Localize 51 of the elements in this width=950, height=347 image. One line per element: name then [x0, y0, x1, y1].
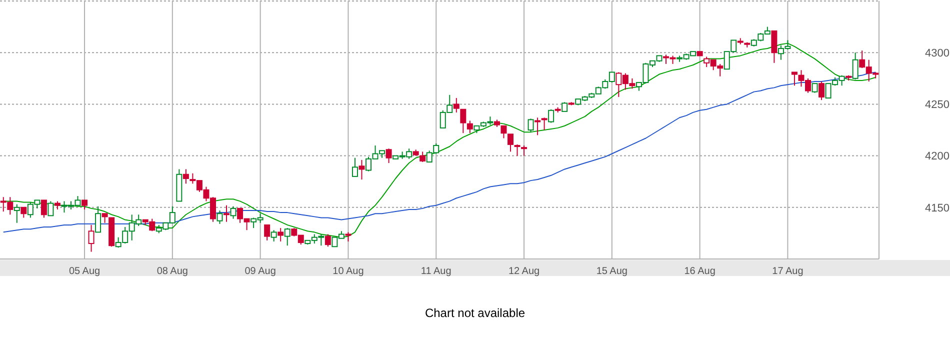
candlestick [278, 228, 284, 242]
candlestick [20, 206, 27, 218]
candlestick [358, 159, 365, 180]
candlestick [514, 144, 520, 156]
candlestick [264, 224, 270, 241]
y-tick-label: 4150 [925, 202, 950, 214]
candlestick [182, 168, 189, 184]
candlestick [224, 204, 230, 222]
candlestick [102, 213, 108, 224]
candlestick [466, 120, 473, 134]
text: Chart not available [424, 306, 526, 320]
candlestick [48, 200, 54, 216]
candlestick [345, 232, 352, 242]
x-tick-label: 16 Aug [684, 266, 716, 278]
candlestick [521, 144, 528, 156]
candlestick [812, 83, 818, 94]
x-tick-label: 15 Aug [596, 266, 628, 278]
x-tick-label: 08 Aug [156, 266, 188, 278]
candlestick [270, 230, 277, 242]
candlestick [528, 118, 534, 133]
x-tick-label: 17 Aug [772, 266, 804, 278]
candlestick [82, 200, 88, 210]
candlestick [324, 234, 331, 248]
candlestick [460, 108, 466, 134]
candlestick [562, 102, 568, 112]
x-tick-label: 12 Aug [508, 266, 540, 278]
candlestick [534, 117, 541, 136]
candlestick [40, 200, 47, 218]
candlestick [771, 30, 778, 64]
y-tick-label: 4250 [925, 99, 950, 112]
x-tick-label: 05 Aug [68, 266, 100, 278]
candlestick [818, 80, 825, 101]
y-tick-label: 4300 [925, 48, 950, 60]
candlestick [386, 148, 392, 164]
candlestick [541, 117, 548, 130]
candlestick [230, 206, 236, 220]
candlestick [852, 52, 858, 80]
candlestick [14, 204, 20, 224]
candlestick [284, 228, 290, 246]
candlestick [500, 125, 507, 139]
candlestick [791, 72, 798, 86]
candlestick [548, 108, 554, 124]
candlestick [453, 98, 460, 113]
x-tick-label: 09 Aug [244, 266, 276, 278]
candlestick [216, 210, 223, 224]
candlestick [507, 134, 514, 152]
y-tick-label: 4200 [925, 150, 950, 163]
candlestick [420, 151, 426, 162]
x-tick-label: 10 Aug [332, 266, 364, 278]
candlestick [352, 157, 358, 177]
x-tick-label: 11 Aug [420, 266, 452, 278]
